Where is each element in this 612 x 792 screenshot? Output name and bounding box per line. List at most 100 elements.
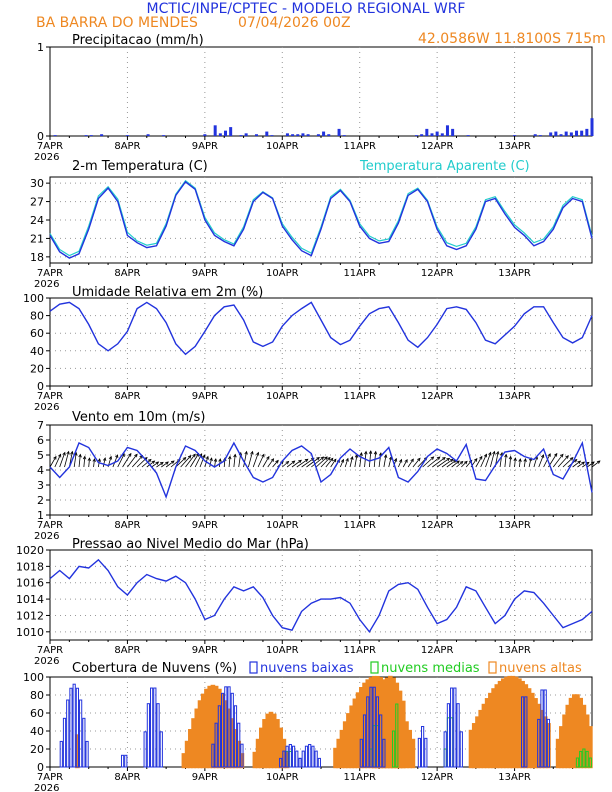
wind-date-label: 8APR [114, 520, 140, 531]
cloud-bar-nuvens-altas [259, 727, 264, 769]
cloud-bar-nuvens-altas [478, 709, 483, 769]
legend-label-nuvens-baixas: nuvens baixas [260, 661, 354, 676]
wind-arrow-head [492, 450, 496, 455]
wind-arrow-head [464, 460, 468, 465]
cloud-bar-nuvens-baixas [211, 743, 215, 768]
wind-arrow [402, 459, 408, 468]
wind-arrow-head [170, 460, 175, 464]
wind-arrow [422, 456, 434, 468]
clouds-title: Cobertura de Nuvens (%) [72, 661, 237, 676]
wind-arrow [398, 459, 402, 468]
cloud-bar-nuvens-baixas [285, 745, 289, 768]
precip-bar [559, 134, 563, 136]
wind-arrow-head [483, 453, 488, 458]
precip-title: Precipitacao (mm/h) [72, 33, 204, 48]
precip-bar [435, 131, 439, 136]
wind-arrow [489, 451, 495, 468]
clouds-date-label: 9APR [192, 772, 218, 783]
precip-bar [203, 134, 207, 136]
wind-arrow [359, 452, 362, 468]
precip-date-label: 13APR [498, 141, 531, 152]
cloud-bar-nuvens-altas [481, 703, 487, 769]
temp-series-blue [49, 180, 593, 259]
wind-arrow-head [155, 461, 160, 465]
precip-bar [291, 134, 295, 136]
wind-arrow [301, 457, 315, 468]
temp-ytick-label: 21 [30, 232, 44, 245]
cloud-bar-nuvens-baixas [72, 683, 76, 768]
cloud-bar-nuvens-medias [395, 703, 399, 768]
cloud-bar-nuvens-baixas [237, 722, 241, 768]
wind-arrow [189, 453, 199, 468]
clouds-date-label: 13APR [498, 772, 531, 783]
temp-date-label: 7APR [37, 268, 63, 279]
rh-date-label: 8APR [114, 391, 140, 402]
wind-arrow-head [233, 453, 237, 458]
wind-arrow [233, 454, 236, 468]
rh-ytick-label: 20 [30, 362, 44, 375]
wind-arrow [282, 461, 289, 468]
temp-legend: Temperatura Aparente (C) [359, 159, 530, 174]
wind-arrow-head [250, 450, 254, 455]
header-title: MCTIC/INPE/CPTEC - MODELO REGIONAL WRF [147, 1, 466, 17]
wind-arrow-head [70, 450, 74, 455]
pressure-ytick-label: 1010 [16, 626, 44, 639]
wind-arrow-head [565, 455, 569, 459]
cloud-bar-nuvens-altas [265, 713, 271, 769]
wind-arrow [102, 457, 106, 468]
cloud-bar-nuvens-baixas [85, 740, 89, 768]
wind-arrow [557, 455, 569, 468]
cloud-bar-nuvens-altas [491, 688, 496, 769]
precip-bar [316, 134, 320, 136]
pressure-date-label: 12APR [421, 645, 454, 656]
cloud-bar-nuvens-baixas [288, 744, 292, 768]
wind-arrow-head [187, 455, 192, 459]
wind-arrow-head [147, 458, 152, 463]
wind-arrow-head [285, 460, 290, 465]
precip-bar [213, 125, 217, 136]
wind-arrow [538, 454, 544, 468]
cloud-bar-nuvens-altas [555, 738, 561, 769]
wind-arrow-head [327, 456, 331, 461]
cloud-bar-nuvens-altas [575, 694, 580, 769]
wind-arrow [456, 461, 464, 468]
precip-bar [342, 135, 346, 136]
cloud-bar-nuvens-baixas [424, 737, 428, 768]
clouds-panel: 0 20 40 60 80 100 7APR 8APR 9APR 10APR 11APR 12APR 1… [23, 661, 593, 792]
wind-year-label: 2026 [34, 531, 59, 542]
cloud-bar-nuvens-baixas [156, 703, 160, 768]
legend-swatch-nuvens-baixas [249, 661, 258, 674]
pressure-ytick-label: 1020 [16, 544, 44, 557]
rh-date-label: 10APR [266, 391, 299, 402]
wind-arrow-head [496, 450, 500, 455]
wind-arrow-head [350, 456, 354, 460]
wind-arrow [131, 455, 143, 468]
wind-arrow-head [78, 453, 82, 458]
wind-arrow [441, 459, 454, 468]
clouds-date-label: 10APR [266, 772, 299, 783]
clouds-year-label: 2026 [34, 783, 59, 792]
wind-date-label: 7APR [37, 520, 63, 531]
wind-arrow-head [504, 453, 508, 458]
cloud-bar-nuvens-baixas [453, 687, 457, 768]
pressure-title: Pressao ao Nivel Medio do Mar (hPa) [72, 537, 309, 552]
cloud-bar-nuvens-altas [355, 692, 361, 769]
wind-arrow-head [345, 457, 349, 462]
cloud-bar-nuvens-altas [494, 684, 500, 769]
wind-arrow [257, 454, 265, 468]
pressure-ytick-label: 1014 [16, 593, 44, 606]
precip-bar [100, 134, 104, 136]
pressure-year-label: 2026 [34, 656, 59, 667]
cloud-bar-nuvens-baixas [66, 699, 70, 768]
wind-arrow-head [459, 460, 464, 465]
cloud-bar-nuvens-baixas [233, 705, 238, 768]
cloud-bar-nuvens-altas [410, 738, 416, 769]
precip-bar [430, 133, 434, 136]
wind-arrow-head [92, 458, 96, 462]
wind-arrow-head [275, 459, 279, 464]
wind-arrow-head [393, 457, 398, 462]
wind-date-label: 10APR [266, 520, 299, 531]
cloud-bar-nuvens-baixas [446, 703, 451, 768]
wind-arrow [73, 452, 77, 468]
